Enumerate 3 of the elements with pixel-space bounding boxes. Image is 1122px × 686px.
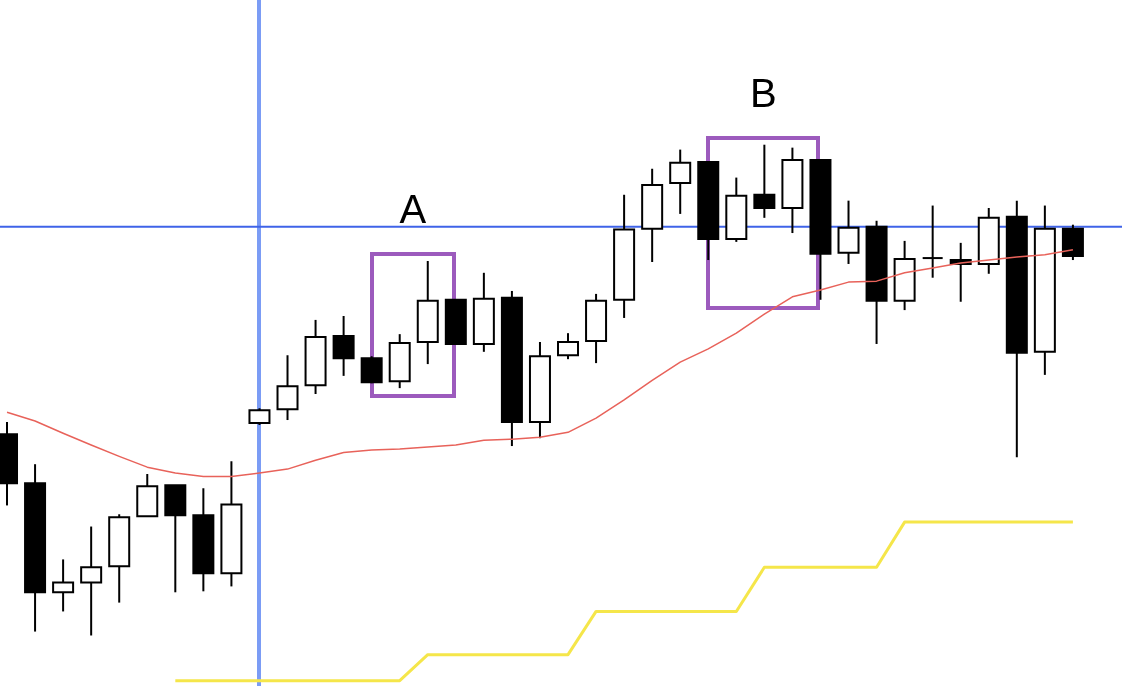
candlestick	[921, 204, 944, 279]
annotation: A	[398, 186, 428, 233]
text: B	[749, 69, 778, 116]
